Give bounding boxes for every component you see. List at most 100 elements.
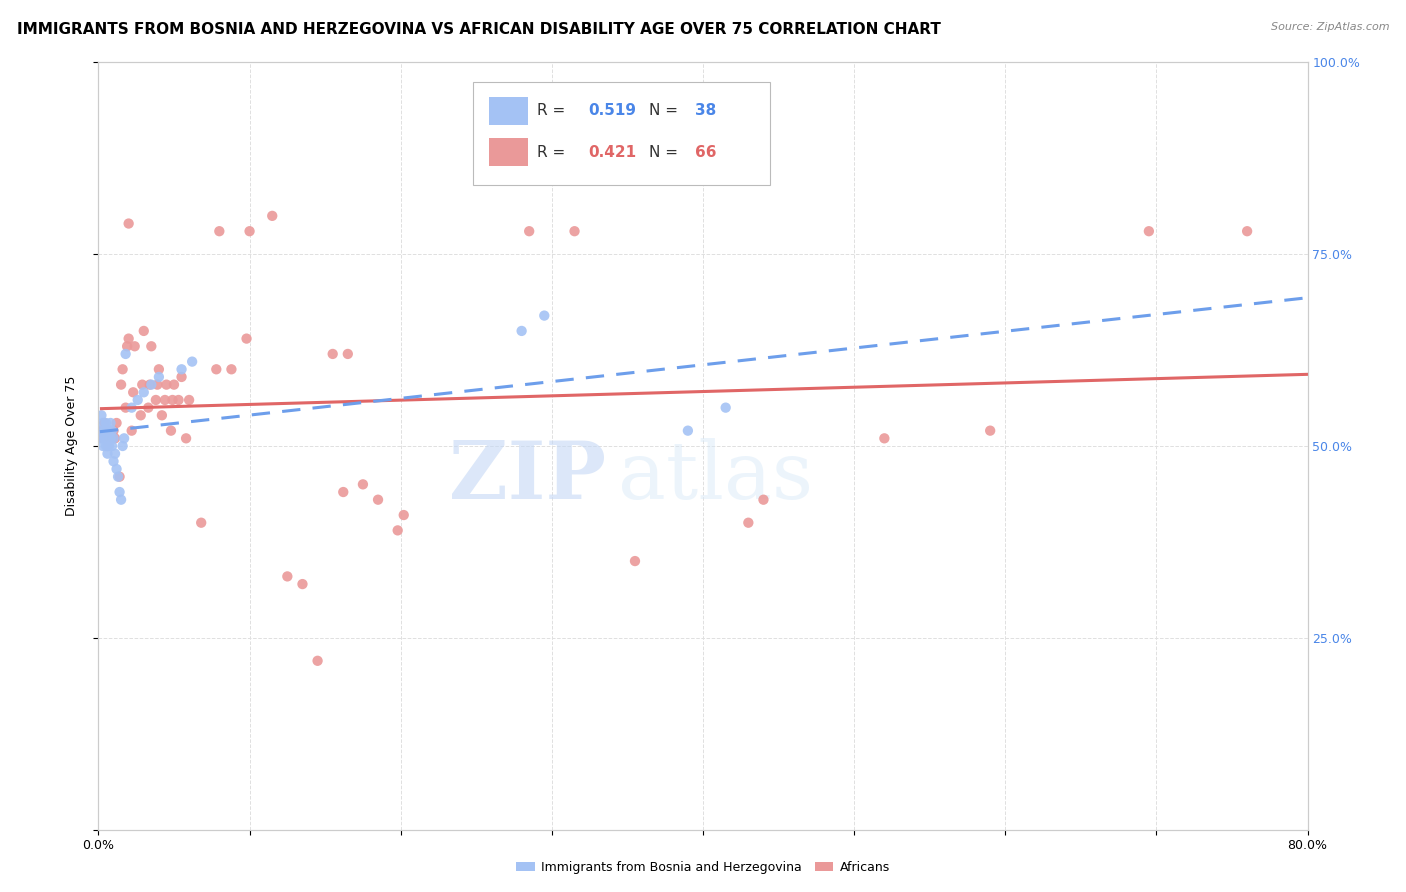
Point — [307, 654, 329, 668]
Point — [114, 347, 136, 361]
Point — [98, 439, 121, 453]
Point — [121, 401, 143, 415]
FancyBboxPatch shape — [489, 97, 527, 125]
Point — [352, 477, 374, 491]
Point — [564, 224, 586, 238]
Point — [90, 424, 112, 438]
Point — [148, 362, 170, 376]
Point — [118, 217, 141, 231]
Point — [107, 469, 129, 483]
Point — [100, 431, 122, 445]
Point — [155, 377, 177, 392]
Point — [141, 339, 163, 353]
Point — [179, 392, 201, 407]
Y-axis label: Disability Age Over 75: Disability Age Over 75 — [65, 376, 77, 516]
Point — [122, 385, 145, 400]
Text: N =: N = — [648, 145, 678, 160]
Point — [221, 362, 243, 376]
Point — [104, 447, 127, 461]
Point — [129, 409, 152, 423]
Text: Source: ZipAtlas.com: Source: ZipAtlas.com — [1271, 22, 1389, 32]
Point — [105, 462, 128, 476]
Point — [112, 431, 135, 445]
Point — [96, 439, 118, 453]
Point — [111, 439, 134, 453]
Point — [162, 392, 184, 407]
Point — [90, 431, 112, 445]
Point — [101, 424, 124, 438]
Point — [1137, 224, 1160, 238]
Point — [336, 347, 359, 361]
Point — [96, 424, 118, 438]
Point — [163, 377, 186, 392]
Point — [170, 362, 193, 376]
Point — [367, 492, 389, 507]
Point — [91, 431, 114, 445]
Point — [322, 347, 344, 361]
FancyBboxPatch shape — [474, 81, 769, 186]
Point — [1236, 224, 1258, 238]
Point — [624, 554, 647, 568]
Text: ZIP: ZIP — [450, 438, 606, 516]
Text: N =: N = — [648, 103, 678, 119]
Point — [94, 424, 117, 438]
Point — [392, 508, 415, 522]
Point — [93, 416, 115, 430]
Point — [90, 409, 112, 423]
Point — [153, 392, 176, 407]
Point — [131, 377, 153, 392]
Point — [752, 492, 775, 507]
Text: R =: R = — [537, 103, 565, 119]
Point — [676, 424, 699, 438]
Text: 0.421: 0.421 — [588, 145, 637, 160]
Point — [110, 492, 132, 507]
Point — [91, 416, 114, 430]
Point — [100, 424, 122, 438]
Point — [979, 424, 1001, 438]
Point — [96, 447, 118, 461]
Point — [103, 424, 125, 438]
Point — [148, 370, 170, 384]
Point — [93, 431, 115, 445]
Point — [510, 324, 533, 338]
Point — [160, 424, 183, 438]
Point — [387, 524, 409, 538]
Point — [139, 377, 162, 392]
Text: IMMIGRANTS FROM BOSNIA AND HERZEGOVINA VS AFRICAN DISABILITY AGE OVER 75 CORRELA: IMMIGRANTS FROM BOSNIA AND HERZEGOVINA V… — [17, 22, 941, 37]
Point — [291, 577, 314, 591]
Point — [517, 224, 540, 238]
Point — [103, 431, 125, 445]
Point — [332, 485, 354, 500]
Point — [141, 377, 163, 392]
Text: 38: 38 — [695, 103, 716, 119]
Text: 0.519: 0.519 — [588, 103, 636, 119]
Point — [105, 416, 128, 430]
Point — [100, 416, 122, 430]
Point — [208, 224, 231, 238]
Point — [190, 516, 212, 530]
Point — [533, 309, 555, 323]
Text: 66: 66 — [695, 145, 716, 160]
Point — [94, 439, 117, 453]
Point — [118, 332, 141, 346]
Point — [89, 424, 111, 438]
Point — [98, 431, 121, 445]
Point — [150, 409, 173, 423]
Point — [93, 424, 115, 438]
Point — [111, 362, 134, 376]
Point — [127, 392, 149, 407]
Point — [239, 224, 262, 238]
Point — [136, 401, 159, 415]
Text: R =: R = — [537, 145, 565, 160]
Point — [174, 431, 197, 445]
Point — [145, 392, 167, 407]
Point — [737, 516, 759, 530]
Text: atlas: atlas — [619, 438, 814, 516]
Point — [132, 385, 155, 400]
FancyBboxPatch shape — [489, 138, 527, 166]
Point — [101, 431, 124, 445]
Point — [235, 332, 257, 346]
Point — [170, 370, 193, 384]
Point — [124, 339, 146, 353]
Point — [714, 401, 737, 415]
